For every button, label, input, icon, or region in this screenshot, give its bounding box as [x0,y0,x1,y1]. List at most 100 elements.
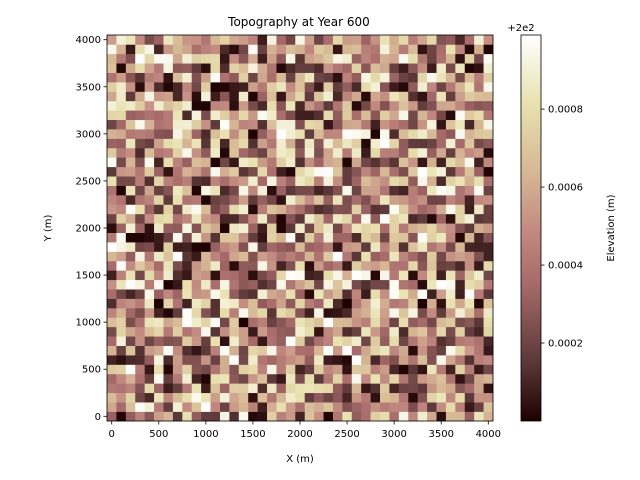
heatmap-cell [219,308,230,318]
heatmap-cell [342,63,353,73]
heatmap-cell [191,336,202,346]
heatmap-cell [201,204,211,215]
heatmap-cell [304,364,315,375]
heatmap-cell [483,35,494,45]
heatmap-cell [257,138,268,149]
heatmap-cell [191,392,202,403]
heatmap-cell [304,232,315,243]
heatmap-cell [295,44,305,55]
heatmap-cell [163,138,174,149]
heatmap-cell [107,317,117,328]
heatmap-cell [398,251,409,262]
heatmap-cell [163,63,174,73]
heatmap-cell [427,270,437,281]
heatmap-cell [276,279,287,290]
heatmap-cell [238,35,249,45]
heatmap-cell [285,147,296,158]
heatmap-cell [483,289,494,299]
heatmap-cell [398,157,409,168]
heatmap-cell [408,402,418,412]
heatmap-cell [427,110,437,121]
heatmap-cell [380,53,390,64]
heatmap-cell [276,298,287,309]
heatmap-cell [408,157,418,168]
heatmap-cell [370,402,381,412]
heatmap-cell [455,411,466,422]
heatmap-cell [182,157,193,168]
heatmap-cell [125,279,136,290]
heatmap-cell [323,44,334,55]
heatmap-cell [314,91,324,102]
heatmap-cell [474,308,484,318]
heatmap-cell [248,336,258,346]
heatmap-cell [257,355,268,365]
heatmap-cell [332,411,343,422]
heatmap-cell [163,100,174,111]
heatmap-cell [436,166,447,177]
heatmap-cell [314,35,324,45]
heatmap-cell [238,392,249,403]
heatmap-cell [417,53,428,64]
heatmap-cell [351,317,362,328]
heatmap-cell [229,147,240,158]
heatmap-cell [370,373,381,384]
heatmap-cell [483,53,494,64]
heatmap-cell [182,129,193,139]
heatmap-cell [332,326,343,337]
heatmap-cell [436,298,447,309]
heatmap-cell [125,326,136,337]
heatmap-cell [436,411,447,422]
heatmap-cell [135,279,145,290]
heatmap-cell [135,345,145,356]
heatmap-cell [370,308,381,318]
heatmap-cell [445,44,456,55]
heatmap-cell [427,289,437,299]
heatmap-cell [295,289,305,299]
heatmap-cell [323,129,334,139]
heatmap-cell [361,185,371,196]
heatmap-cell [163,223,174,233]
heatmap-cell [267,195,277,205]
heatmap-cell [219,157,230,168]
heatmap-cell [229,279,240,290]
heatmap-cell [182,355,193,365]
heatmap-cell [248,138,258,149]
heatmap-cell [163,355,174,365]
heatmap-cell [370,157,381,168]
heatmap-cell [163,345,174,356]
heatmap-cell [116,138,127,149]
heatmap-cell [201,251,211,262]
heatmap-cell [445,270,456,281]
heatmap-cell [304,166,315,177]
heatmap-cell [427,166,437,177]
heatmap-cell [304,213,315,224]
heatmap-cell [445,72,456,83]
heatmap-cell [135,82,145,92]
heatmap-cell [464,91,475,102]
heatmap-cell [389,35,400,45]
heatmap-cell [125,411,136,422]
heatmap-cell [408,289,418,299]
heatmap-cell [125,298,136,309]
heatmap-cell [361,176,371,186]
heatmap-cell [445,345,456,356]
heatmap-cell [154,411,164,422]
heatmap-cell [295,308,305,318]
heatmap-cell [144,383,155,394]
heatmap-cell [219,129,230,139]
heatmap-cell [436,364,447,375]
heatmap-cell [154,119,164,130]
heatmap-cell [342,53,353,64]
heatmap-cell [125,138,136,149]
heatmap-cell [323,100,334,111]
heatmap-cell [445,251,456,262]
heatmap-cell [455,364,466,375]
heatmap-cell [332,157,343,168]
heatmap-cell [323,110,334,121]
heatmap-cell [398,336,409,346]
heatmap-cell [323,411,334,422]
heatmap-cell [219,166,230,177]
heatmap-cell [332,279,343,290]
heatmap-cell [464,336,475,346]
heatmap-cell [342,72,353,83]
